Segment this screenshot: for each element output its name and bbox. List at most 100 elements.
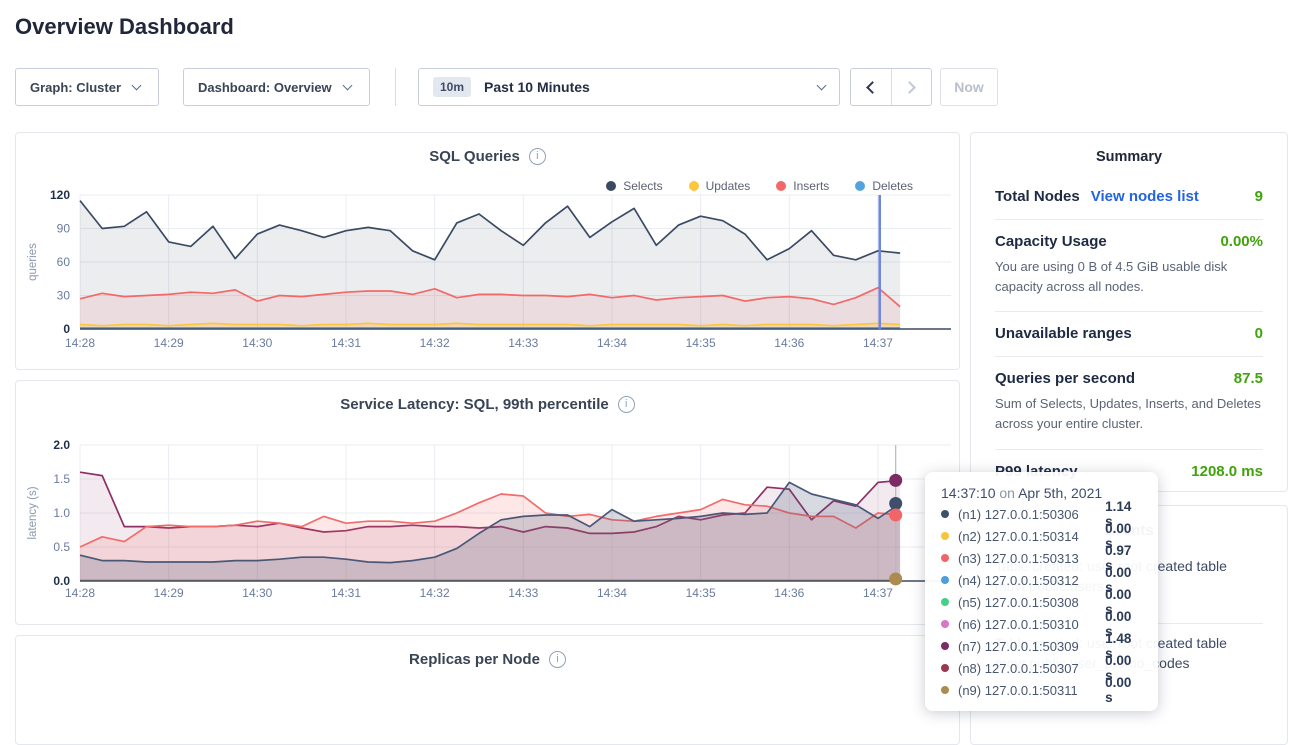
series-color-dot: [941, 642, 949, 650]
dashboard-dropdown-label: Dashboard: Overview: [198, 80, 332, 95]
svg-text:14:29: 14:29: [154, 586, 184, 600]
p99-latency-value: 1208.0 ms: [1191, 463, 1263, 480]
service-latency-card: Service Latency: SQL, 99th percentile i …: [15, 380, 960, 625]
svg-text:14:32: 14:32: [420, 336, 450, 350]
tooltip-node-label: (n3) 127.0.0.1:50313: [958, 551, 1105, 566]
svg-text:14:29: 14:29: [154, 336, 184, 350]
svg-text:60: 60: [57, 255, 71, 269]
info-icon[interactable]: i: [549, 651, 566, 668]
qps-value: 87.5: [1234, 370, 1263, 387]
time-range-badge: 10m: [433, 77, 471, 97]
svg-text:2.0: 2.0: [53, 439, 70, 452]
capacity-usage-description: You are using 0 B of 4.5 GiB usable disk…: [995, 257, 1263, 297]
svg-text:0.5: 0.5: [53, 540, 70, 554]
series-color-dot: [941, 554, 949, 562]
svg-text:14:30: 14:30: [242, 336, 272, 350]
svg-text:14:34: 14:34: [597, 586, 627, 600]
svg-text:14:35: 14:35: [686, 336, 716, 350]
svg-text:0: 0: [63, 322, 70, 336]
tooltip-node-label: (n1) 127.0.0.1:50306: [958, 507, 1105, 522]
series-color-dot: [941, 510, 949, 518]
tooltip-node-label: (n4) 127.0.0.1:50312: [958, 573, 1105, 588]
tooltip-on-text: on: [999, 485, 1015, 501]
svg-text:1.5: 1.5: [53, 472, 70, 486]
svg-text:30: 30: [57, 289, 71, 303]
svg-text:14:37: 14:37: [863, 586, 893, 600]
series-color-dot: [941, 532, 949, 540]
svg-text:latency (s): latency (s): [27, 486, 39, 539]
time-range-label: Past 10 Minutes: [484, 79, 590, 95]
capacity-usage-value: 0.00%: [1220, 233, 1263, 250]
info-icon[interactable]: i: [529, 148, 546, 165]
summary-title: Summary: [995, 133, 1263, 175]
chart-title: SQL Queries i: [16, 133, 959, 165]
graph-dropdown[interactable]: Graph: Cluster: [15, 68, 159, 106]
series-color-dot: [941, 576, 949, 584]
svg-text:14:28: 14:28: [65, 336, 95, 350]
now-button[interactable]: Now: [940, 68, 998, 106]
svg-text:queries: queries: [27, 243, 39, 281]
series-color-dot: [941, 664, 949, 672]
chart-title-text: Service Latency: SQL, 99th percentile: [340, 396, 608, 413]
svg-text:120: 120: [50, 189, 70, 202]
svg-text:14:37: 14:37: [863, 336, 893, 350]
summary-panel: Summary Total Nodes View nodes list 9 Ca…: [970, 132, 1288, 492]
unavailable-ranges-value: 0: [1255, 325, 1263, 342]
tooltip-node-label: (n5) 127.0.0.1:50308: [958, 595, 1105, 610]
qps-label: Queries per second: [995, 370, 1135, 387]
tooltip-rows: (n1) 127.0.0.1:503061.14 s(n2) 127.0.0.1…: [941, 505, 1142, 699]
tooltip-node-label: (n7) 127.0.0.1:50309: [958, 639, 1105, 654]
svg-text:14:32: 14:32: [420, 586, 450, 600]
info-icon[interactable]: i: [618, 396, 635, 413]
qps-description: Sum of Selects, Updates, Inserts, and De…: [995, 394, 1263, 434]
series-color-dot: [941, 598, 949, 606]
svg-text:14:34: 14:34: [597, 336, 627, 350]
tooltip-time: 14:37:10: [941, 485, 996, 501]
tooltip-node-value: 0.00 s: [1105, 675, 1142, 705]
chevron-down-icon: [132, 80, 142, 90]
chevron-right-icon: [903, 81, 916, 94]
tooltip-node-label: (n6) 127.0.0.1:50310: [958, 617, 1105, 632]
total-nodes-value: 9: [1255, 188, 1263, 205]
time-next-button[interactable]: [891, 69, 931, 105]
replicas-per-node-card: Replicas per Node i: [15, 635, 960, 745]
chart-title: Replicas per Node i: [16, 636, 959, 668]
service-latency-chart[interactable]: 0.00.51.01.52.014:2814:2914:3014:3114:32…: [16, 439, 961, 617]
page-title: Overview Dashboard: [15, 14, 234, 40]
svg-text:14:35: 14:35: [686, 586, 716, 600]
toolbar-divider: [395, 68, 396, 106]
time-range-dropdown[interactable]: 10m Past 10 Minutes: [418, 68, 840, 106]
time-prev-button[interactable]: [851, 69, 891, 105]
tooltip-row: (n9) 127.0.0.1:503110.00 s: [941, 681, 1142, 699]
unavailable-ranges-label: Unavailable ranges: [995, 325, 1132, 342]
time-nav-group: [850, 68, 932, 106]
chart-title-text: SQL Queries: [429, 148, 520, 165]
sql-queries-chart[interactable]: 0 30 60 90 120 14:28 14:29 14:30 14:31 14:32 14:33…: [16, 189, 961, 361]
svg-text:14:28: 14:28: [65, 586, 95, 600]
svg-text:1.0: 1.0: [53, 506, 70, 520]
chevron-down-icon: [817, 80, 827, 90]
svg-text:14:33: 14:33: [508, 336, 538, 350]
svg-text:14:31: 14:31: [331, 336, 361, 350]
svg-text:14:33: 14:33: [508, 586, 538, 600]
svg-text:14:30: 14:30: [242, 586, 272, 600]
chevron-left-icon: [867, 81, 880, 94]
tooltip-node-label: (n8) 127.0.0.1:50307: [958, 661, 1105, 676]
series-color-dot: [941, 620, 949, 628]
svg-text:90: 90: [57, 222, 71, 236]
svg-text:14:36: 14:36: [774, 586, 804, 600]
svg-text:14:36: 14:36: [774, 336, 804, 350]
tooltip-node-label: (n9) 127.0.0.1:50311: [958, 683, 1105, 698]
graph-dropdown-label: Graph: Cluster: [30, 80, 121, 95]
chart-title-text: Replicas per Node: [409, 651, 540, 668]
capacity-usage-label: Capacity Usage: [995, 233, 1107, 250]
dashboard-dropdown[interactable]: Dashboard: Overview: [183, 68, 370, 106]
total-nodes-label: Total Nodes: [995, 188, 1080, 205]
svg-text:14:31: 14:31: [331, 586, 361, 600]
chart-title: Service Latency: SQL, 99th percentile i: [16, 381, 959, 413]
view-nodes-list-link[interactable]: View nodes list: [1091, 188, 1199, 205]
chevron-down-icon: [342, 80, 352, 90]
chart-tooltip: 14:37:10 on Apr 5th, 2021 (n1) 127.0.0.1…: [925, 472, 1158, 711]
tooltip-date: Apr 5th, 2021: [1018, 485, 1102, 501]
tooltip-node-label: (n2) 127.0.0.1:50314: [958, 529, 1105, 544]
